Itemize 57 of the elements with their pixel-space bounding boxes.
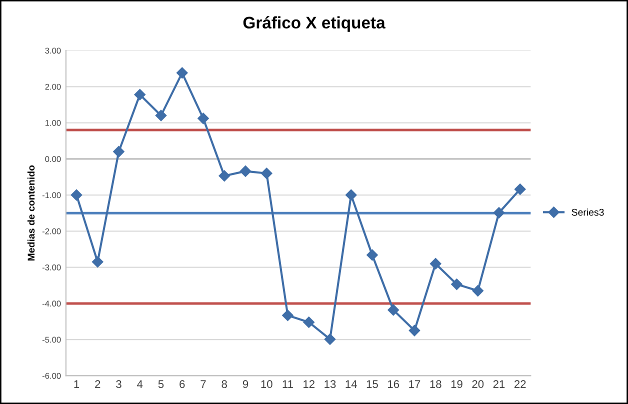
x-tick-label: 1 xyxy=(74,380,80,388)
x-tick-label: 14 xyxy=(346,380,357,388)
point xyxy=(303,316,314,328)
point xyxy=(366,249,378,261)
point xyxy=(324,334,336,345)
x-tick-label: 10 xyxy=(261,380,272,388)
y-tick-label: -4.00 xyxy=(42,300,61,307)
x-tick-label: 12 xyxy=(304,380,314,388)
point xyxy=(155,110,167,122)
point xyxy=(451,278,462,290)
point xyxy=(240,166,252,177)
y-tick-label: 3.00 xyxy=(45,48,61,54)
y-tick-label: -3.00 xyxy=(42,264,61,270)
x-tick-label: 3 xyxy=(116,380,122,388)
legend-label: Series3 xyxy=(572,208,604,216)
x-tick-label: 5 xyxy=(158,380,164,388)
x-tick-label: 9 xyxy=(242,380,248,388)
y-tick-label: -5.00 xyxy=(42,336,61,343)
point xyxy=(430,258,442,270)
x-tick-label: 7 xyxy=(200,380,206,388)
point xyxy=(261,168,272,179)
x-tick-label: 11 xyxy=(282,380,293,388)
point xyxy=(493,207,505,218)
point xyxy=(346,189,357,201)
y-axis-title: Medias de contenido xyxy=(27,165,35,261)
point xyxy=(218,170,230,182)
x-tick-label: 21 xyxy=(493,380,505,388)
y-tick-label: -2.00 xyxy=(42,228,61,234)
y-tick-label: 1.00 xyxy=(45,120,61,126)
x-tick-label: 20 xyxy=(472,380,484,388)
point xyxy=(70,189,82,201)
x-tick-label: 17 xyxy=(409,380,420,388)
x-tick-label: 15 xyxy=(366,380,378,388)
x-tick-label: 22 xyxy=(514,380,526,388)
y-tick-label: -1.00 xyxy=(42,192,61,198)
x-tick-label: 13 xyxy=(324,380,336,388)
y-tick-label: 0.00 xyxy=(45,156,61,162)
x-tick-label: 18 xyxy=(430,380,442,388)
x-tick-label: 8 xyxy=(222,380,227,388)
x-tick-label: 4 xyxy=(137,380,143,388)
point xyxy=(408,324,420,336)
point xyxy=(113,146,124,158)
x-tick-label: 2 xyxy=(95,380,100,388)
y-tick-label: -6.00 xyxy=(42,372,61,379)
x-tick-label: 16 xyxy=(388,380,400,388)
point xyxy=(92,256,104,268)
chart-title: Gráfico X etiqueta xyxy=(243,16,386,32)
point xyxy=(134,88,146,100)
point xyxy=(514,184,526,195)
point xyxy=(176,67,188,79)
x-tick-label: 19 xyxy=(451,380,462,388)
y-tick-label: 2.00 xyxy=(45,84,61,90)
point xyxy=(388,304,399,316)
point xyxy=(472,285,484,296)
x-tick-label: 6 xyxy=(180,380,185,388)
point xyxy=(282,310,294,321)
point xyxy=(198,112,209,124)
